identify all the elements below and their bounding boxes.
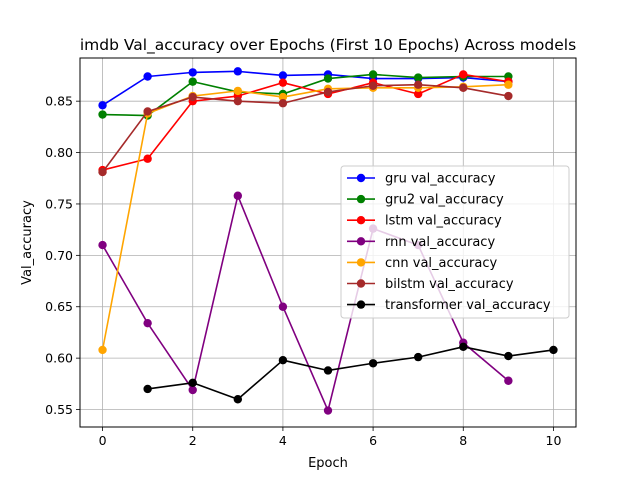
data-point bbox=[504, 91, 513, 101]
y-tick-label: 0.65 bbox=[45, 299, 73, 314]
plot-series bbox=[98, 67, 558, 415]
legend-label: cnn val_accuracy bbox=[385, 256, 497, 271]
series-line bbox=[102, 70, 509, 106]
legend-entry: transformer val_accuracy bbox=[347, 298, 551, 313]
y-axis-label: Val_accuracy bbox=[20, 200, 35, 285]
data-point bbox=[143, 107, 152, 116]
data-point bbox=[368, 359, 378, 368]
data-point bbox=[188, 92, 197, 102]
data-point bbox=[549, 345, 558, 355]
y-tick-label: 0.75 bbox=[45, 196, 73, 211]
legend-marker bbox=[356, 216, 366, 225]
series-line bbox=[101, 83, 509, 173]
data-point bbox=[188, 68, 197, 77]
legend-label: rnn val_accuracy bbox=[385, 235, 495, 250]
legend-marker bbox=[356, 194, 366, 204]
legend-label: bilstm val_accuracy bbox=[385, 277, 514, 292]
legend-label: transformer val_accuracy bbox=[385, 298, 551, 313]
data-point bbox=[278, 92, 288, 102]
legend-entry: lstm val_accuracy bbox=[347, 214, 502, 229]
plot-frame bbox=[79, 57, 577, 428]
data-point bbox=[504, 80, 513, 89]
data-point bbox=[368, 70, 378, 79]
legend-marker bbox=[356, 279, 366, 288]
data-point bbox=[504, 351, 513, 361]
data-point bbox=[233, 191, 243, 200]
data-point bbox=[188, 77, 197, 86]
legend-label: gru2 val_accuracy bbox=[385, 193, 504, 208]
x-tick-label: 8 bbox=[459, 433, 467, 448]
y-tick-label: 0.80 bbox=[45, 145, 73, 160]
x-tick-label: 2 bbox=[189, 433, 197, 448]
data-point bbox=[323, 87, 333, 97]
series-6 bbox=[143, 342, 558, 404]
data-point bbox=[98, 110, 107, 119]
data-point bbox=[98, 101, 107, 110]
series-line bbox=[147, 346, 554, 401]
legend-entry: cnn val_accuracy bbox=[347, 256, 497, 271]
data-point bbox=[278, 71, 288, 80]
legend-marker bbox=[356, 300, 366, 309]
legend-entry: rnn val_accuracy bbox=[347, 235, 495, 250]
axis-ticks: 0 2 4 6 8 10 0.55 0.60 0.65 0.70 0.75 0.80 0.85 bbox=[45, 94, 561, 448]
x-axis-label: Epoch bbox=[308, 456, 348, 471]
legend-label: gru val_accuracy bbox=[385, 172, 496, 187]
data-point bbox=[459, 83, 468, 93]
legend-box bbox=[340, 165, 570, 319]
y-tick-label: 0.85 bbox=[45, 94, 73, 109]
data-point bbox=[98, 345, 107, 355]
data-point bbox=[413, 352, 423, 362]
data-point bbox=[278, 78, 288, 87]
data-point bbox=[143, 384, 152, 394]
data-point bbox=[143, 318, 152, 328]
data-point bbox=[98, 240, 107, 250]
x-tick-label: 6 bbox=[369, 433, 377, 448]
data-point bbox=[413, 89, 423, 99]
series-line bbox=[102, 73, 509, 117]
x-tick-label: 0 bbox=[99, 433, 107, 448]
y-tick-label: 0.60 bbox=[45, 351, 73, 366]
data-point bbox=[233, 67, 243, 76]
data-point bbox=[323, 74, 333, 83]
legend-entry: gru val_accuracy bbox=[347, 172, 496, 187]
legend-marker bbox=[356, 258, 366, 267]
data-point bbox=[143, 154, 152, 163]
series-5 bbox=[98, 80, 513, 177]
data-point bbox=[143, 72, 152, 81]
data-point bbox=[188, 385, 197, 395]
data-point bbox=[278, 355, 288, 365]
legend-marker bbox=[356, 237, 366, 246]
legend-marker bbox=[356, 173, 366, 183]
data-point bbox=[459, 70, 468, 79]
data-point bbox=[278, 99, 288, 108]
data-point bbox=[98, 167, 107, 177]
data-point bbox=[233, 395, 243, 404]
data-point bbox=[413, 73, 423, 82]
legend-entry: bilstm val_accuracy bbox=[347, 277, 514, 292]
data-point bbox=[278, 302, 288, 311]
series-line bbox=[102, 73, 509, 171]
data-point bbox=[188, 378, 197, 388]
data-point bbox=[233, 96, 243, 106]
x-tick-label: 10 bbox=[546, 433, 562, 448]
data-point bbox=[459, 342, 468, 352]
legend-entry: gru2 val_accuracy bbox=[347, 193, 504, 208]
data-point bbox=[323, 406, 333, 415]
x-tick-label: 4 bbox=[279, 433, 287, 448]
data-point bbox=[233, 86, 243, 96]
y-tick-label: 0.70 bbox=[45, 248, 73, 263]
legend-label: lstm val_accuracy bbox=[385, 214, 502, 229]
chart-title: imdb Val_accuracy over Epochs (First 10 … bbox=[80, 36, 576, 55]
y-tick-label: 0.55 bbox=[45, 402, 73, 417]
data-point bbox=[323, 366, 333, 375]
data-point bbox=[413, 80, 423, 89]
data-point bbox=[504, 376, 513, 385]
data-point bbox=[368, 81, 378, 90]
